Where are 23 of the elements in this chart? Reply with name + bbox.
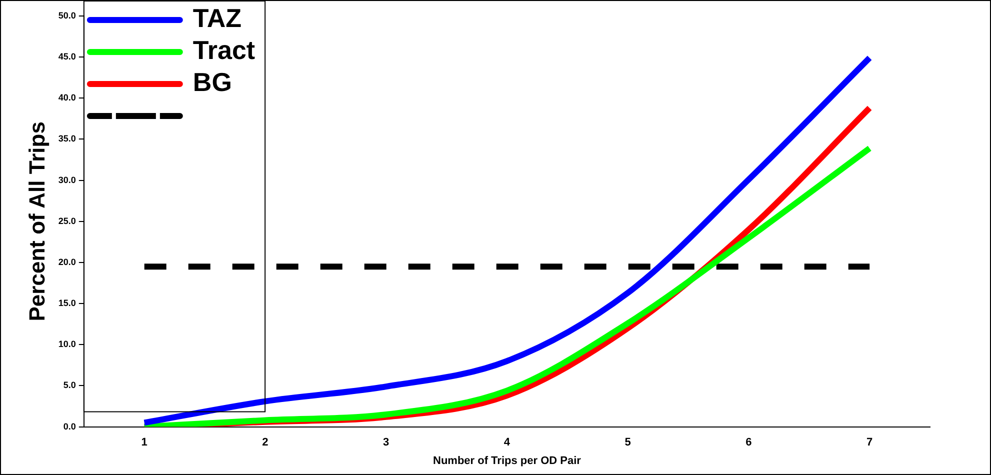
y-tick-label: 5.0 (63, 380, 76, 390)
legend-label: BG (192, 67, 232, 98)
x-tick-label: 5 (624, 436, 631, 448)
x-tick-label: 7 (866, 436, 873, 448)
legend-label: TAZ (192, 3, 242, 34)
y-tick-label: 50.0 (58, 10, 76, 20)
y-tick-label: 40.0 (58, 92, 76, 103)
x-tick-label: 4 (504, 436, 511, 448)
x-tick-label: 2 (262, 436, 268, 448)
x-axis-title: Number of Trips per OD Pair (432, 455, 582, 467)
y-tick-label: 10.0 (58, 339, 76, 350)
y-tick-label: 45.0 (58, 52, 76, 62)
y-axis-title: Percent of All Trips (24, 122, 50, 322)
legend-label: Tract (192, 35, 256, 66)
y-tick-label: 15.0 (58, 298, 76, 308)
y-tick-label: 20.0 (58, 256, 76, 267)
y-tick-label: 0.0 (63, 421, 76, 432)
y-tick-label: 30.0 (58, 174, 76, 185)
x-tick-label: 6 (746, 436, 752, 448)
x-tick-label: 3 (383, 436, 390, 448)
y-tick-label: 35.0 (58, 134, 76, 144)
y-tick-label: 25.0 (58, 216, 76, 226)
x-tick-label: 1 (141, 436, 148, 448)
